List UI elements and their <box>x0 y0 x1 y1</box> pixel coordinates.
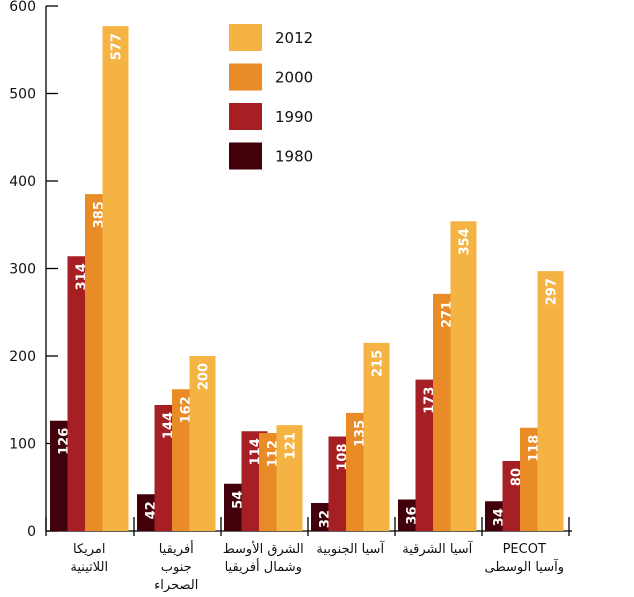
legend: 2012 2000 1990 1980 <box>229 24 313 170</box>
category-label: اللاتينية <box>70 560 108 575</box>
category-label: آسيا الشرقية <box>402 540 473 557</box>
legend-swatch-2012 <box>229 24 262 51</box>
legend-label: 1990 <box>275 108 313 126</box>
y-tick-label: 500 <box>9 87 36 103</box>
legend-label: 2000 <box>275 69 313 87</box>
legend-label: 2012 <box>275 29 313 47</box>
y-tick-label: 600 <box>9 0 36 15</box>
bar-2012 <box>276 425 303 531</box>
y-tick-label: 400 <box>9 174 36 190</box>
bar-2012 <box>102 26 129 531</box>
bar-value-label: 200 <box>197 363 212 390</box>
bar-2012 <box>189 356 216 531</box>
legend-swatch-2000 <box>229 63 262 91</box>
category-label: امريكا <box>73 542 106 557</box>
bar-value-label: 215 <box>371 350 386 377</box>
bar-value-label: 354 <box>458 228 473 255</box>
category-label: وآسيا الوسطى <box>485 558 564 575</box>
legend-label: 1980 <box>275 148 313 166</box>
legend-swatch-1990 <box>229 103 262 130</box>
y-tick-label: 300 <box>9 262 36 278</box>
legend-swatch-1980 <box>229 142 262 170</box>
bar-2012 <box>450 221 477 531</box>
y-tick-label: 0 <box>27 524 36 540</box>
category-labels: امريكا اللاتينية أفريقيا جنوب الصحراء الشرق ا… <box>70 540 564 593</box>
category-label: جنوب <box>161 560 192 575</box>
bar-value-label: 577 <box>110 33 125 60</box>
bar-value-label: 297 <box>545 278 560 305</box>
category-label: وشمال أفريقيا <box>225 558 302 575</box>
category-label: آسيا الجنوبية <box>316 540 385 557</box>
y-tick-label: 100 <box>9 437 36 453</box>
y-tick-label: 200 <box>9 349 36 365</box>
axes: 0 100 200 300 400 500 600 <box>9 0 572 540</box>
category-label: PECOT <box>503 542 546 557</box>
bar-value-label: 121 <box>284 432 299 459</box>
bar-2012 <box>363 342 390 531</box>
category-label: الشرق الأوسط <box>223 540 304 557</box>
category-label: أفريقيا <box>159 540 194 557</box>
category-label: الصحراء <box>154 578 198 593</box>
bar-2012 <box>537 271 564 531</box>
